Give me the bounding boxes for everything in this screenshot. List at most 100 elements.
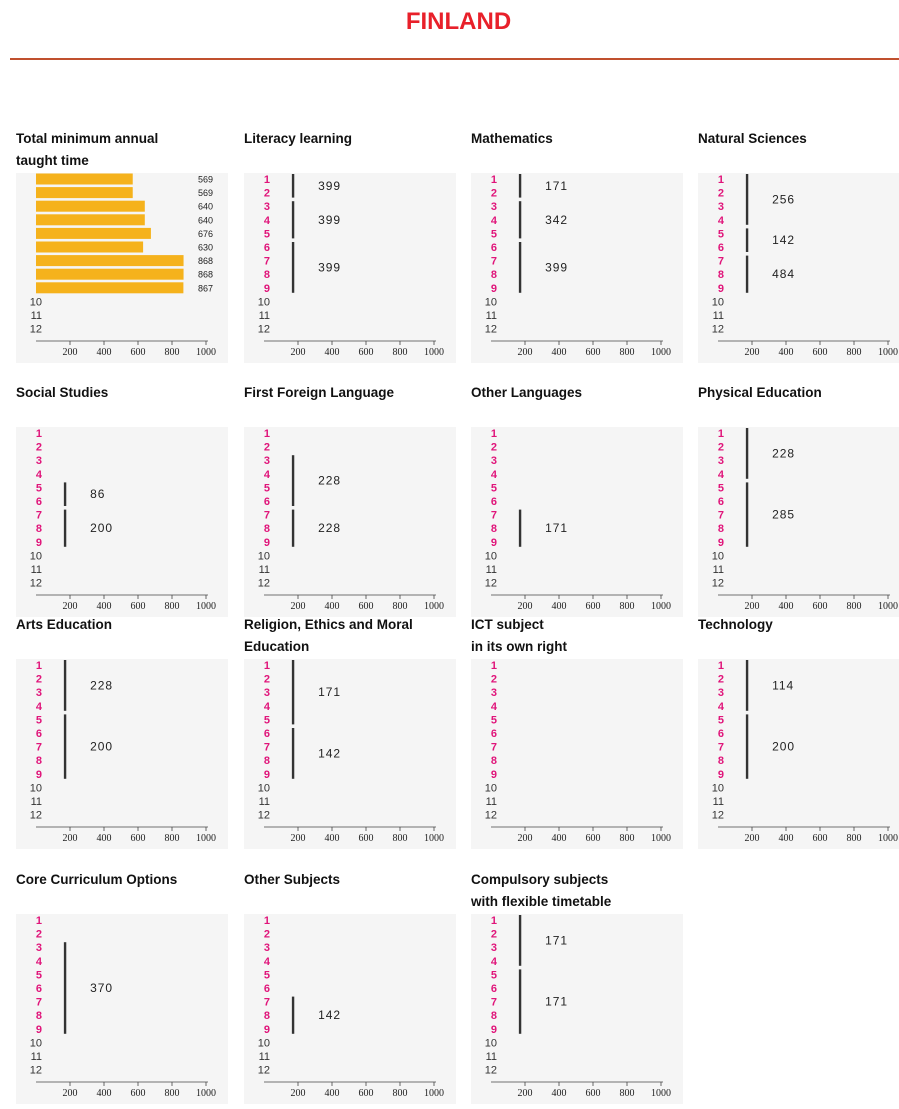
grade-label: 12 xyxy=(258,810,270,822)
grade-label: 10 xyxy=(30,1037,42,1049)
chart-title-line: Other Languages xyxy=(471,385,583,400)
grade-label: 6 xyxy=(36,496,42,508)
x-tick-label: 600 xyxy=(586,1088,601,1099)
chart-title: Core Curriculum Options xyxy=(16,869,228,891)
chart-panel: Arts Education 1 2 3 4 5 6 7 8 9 10 11 12 200 400 600 80… xyxy=(16,614,228,854)
chart-panel: Mathematics 1 2 3 4 5 6 7 8 9 10 11 12 200 400 600 800 10… xyxy=(471,128,683,368)
grade-label: 3 xyxy=(264,455,270,467)
x-tick-label: 200 xyxy=(63,601,78,612)
chart-panel: Other Subjects 1 2 3 4 5 6 7 8 9 10 11 12 200 400 600 80… xyxy=(244,869,456,1109)
plot-background xyxy=(16,427,228,617)
x-tick-label: 600 xyxy=(813,347,828,358)
chart-title-line: taught time xyxy=(16,153,89,168)
grade-range-marker xyxy=(63,714,67,779)
chart-panel: Core Curriculum Options 1 2 3 4 5 6 7 8 9 10 11 12 20… xyxy=(16,869,228,1109)
grade-label: 1 xyxy=(36,660,42,672)
grade-label: 9 xyxy=(264,537,270,549)
grade-label: 4 xyxy=(718,215,725,227)
x-tick-label: 200 xyxy=(745,347,760,358)
grade-label: 8 xyxy=(718,755,724,767)
total-bar xyxy=(36,227,151,239)
grade-label: 2 xyxy=(491,188,497,200)
grade-label: 1 xyxy=(491,660,497,672)
x-tick-label: 200 xyxy=(63,1088,78,1099)
bar-value-label: 640 xyxy=(198,202,213,212)
grade-label: 8 xyxy=(36,1010,42,1022)
grade-label: 4 xyxy=(36,956,43,968)
grade-range-marker xyxy=(518,509,522,547)
x-tick-label: 1000 xyxy=(196,1088,216,1099)
grade-label: 10 xyxy=(258,550,270,562)
grade-label: 1 xyxy=(264,428,270,440)
grade-label: 9 xyxy=(491,1024,497,1036)
chart-title: First Foreign Language xyxy=(244,382,456,404)
x-tick-label: 200 xyxy=(291,601,306,612)
plot-background xyxy=(471,914,683,1104)
range-value-label: 228 xyxy=(772,446,795,460)
chart-title-line: Other Subjects xyxy=(244,872,341,887)
x-tick-label: 200 xyxy=(745,833,760,844)
grade-label: 7 xyxy=(264,997,270,1009)
chart-plot: 1 2 3 4 5 6 7 8 9 10 11 12 200 400 600 800 1000 228 285 xyxy=(698,427,899,617)
grade-label: 11 xyxy=(31,1051,42,1063)
grade-label: 1 xyxy=(264,174,270,186)
x-tick-label: 800 xyxy=(165,601,180,612)
total-bar xyxy=(36,187,133,199)
grade-label: 4 xyxy=(36,469,43,481)
x-tick-label: 600 xyxy=(586,601,601,612)
grade-label: 11 xyxy=(713,796,724,808)
grade-range-marker xyxy=(63,509,67,547)
grade-label: 4 xyxy=(264,469,271,481)
grade-label: 10 xyxy=(485,296,497,308)
chart-svg: 1234567891011122004006008001000569569640… xyxy=(16,173,228,363)
grade-label: 8 xyxy=(264,1010,270,1022)
grade-range-marker xyxy=(291,174,295,198)
chart-panel: Physical Education 1 2 3 4 5 6 7 8 9 10 11 12 200 400 6… xyxy=(698,382,899,622)
grade-label: 10 xyxy=(712,550,724,562)
grade-label: 9 xyxy=(718,537,724,549)
grade-label: 2 xyxy=(718,188,724,200)
page-title: FINLAND xyxy=(405,8,512,35)
grade-range-marker xyxy=(745,714,749,779)
chart-title-line: Religion, Ethics and Moral xyxy=(244,617,413,632)
plot-background xyxy=(698,659,899,849)
grade-range-marker xyxy=(518,242,522,293)
grade-label: 5 xyxy=(718,482,724,494)
grade-label: 1 xyxy=(718,174,724,186)
grade-label: 10 xyxy=(258,782,270,794)
grade-label: 8 xyxy=(491,755,497,767)
grade-label: 5 xyxy=(491,969,497,981)
total-bar xyxy=(36,214,145,226)
chart-title-line: Natural Sciences xyxy=(698,131,807,146)
grade-label: 7 xyxy=(718,510,724,522)
chart-title: Literacy learning xyxy=(244,128,456,150)
total-bar xyxy=(36,255,184,267)
x-tick-label: 200 xyxy=(291,833,306,844)
x-tick-label: 1000 xyxy=(424,833,444,844)
chart-panel: Technology 1 2 3 4 5 6 7 8 9 10 11 12 200 400 600 800 100… xyxy=(698,614,899,854)
grade-label: 4 xyxy=(491,956,498,968)
grade-label: 1 xyxy=(264,915,270,927)
x-tick-label: 400 xyxy=(325,1088,340,1099)
x-tick-label: 400 xyxy=(97,833,112,844)
grade-range-marker xyxy=(518,969,522,1034)
grade-label: 6 xyxy=(264,728,270,740)
grade-label: 9 xyxy=(36,769,42,781)
chart-panel: Social Studies 1 2 3 4 5 6 7 8 9 10 11 12 200 400 600 80… xyxy=(16,382,228,622)
x-tick-label: 600 xyxy=(359,601,374,612)
total-bar xyxy=(36,268,184,280)
x-tick-label: 1000 xyxy=(878,347,898,358)
chart-title-line: Education xyxy=(244,639,310,654)
grade-label: 8 xyxy=(491,523,497,535)
grade-label: 10 xyxy=(712,782,724,794)
x-tick-label: 200 xyxy=(745,601,760,612)
x-tick-label: 800 xyxy=(620,347,635,358)
grade-label: 6 xyxy=(491,983,497,995)
grade-label: 12 xyxy=(485,1065,497,1077)
grade-label: 11 xyxy=(259,310,270,322)
grade-label: 7 xyxy=(264,742,270,754)
x-tick-label: 400 xyxy=(325,833,340,844)
x-tick-label: 600 xyxy=(131,601,146,612)
grade-label: 1 xyxy=(718,660,724,672)
